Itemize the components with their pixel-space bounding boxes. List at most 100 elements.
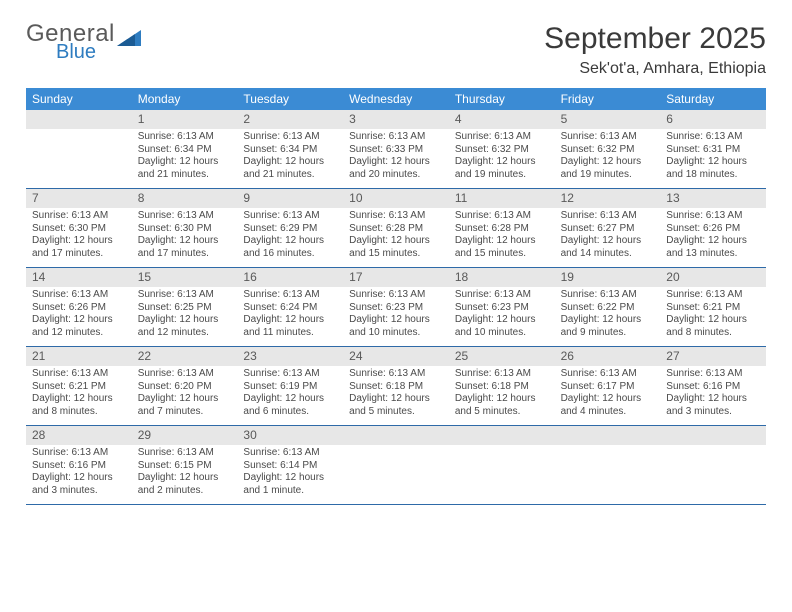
- day-body: Sunrise: 6:13 AMSunset: 6:29 PMDaylight:…: [237, 208, 343, 264]
- sunrise-text: Sunrise: 6:13 AM: [561, 368, 655, 381]
- sunset-text: Sunset: 6:22 PM: [561, 302, 655, 315]
- sunset-text: Sunset: 6:19 PM: [243, 381, 337, 394]
- day-number: [26, 110, 132, 129]
- calendar: SundayMondayTuesdayWednesdayThursdayFrid…: [26, 88, 766, 505]
- sunrise-text: Sunrise: 6:13 AM: [243, 210, 337, 223]
- sunrise-text: Sunrise: 6:13 AM: [349, 289, 443, 302]
- sunrise-text: Sunrise: 6:13 AM: [138, 131, 232, 144]
- sunrise-text: Sunrise: 6:13 AM: [138, 368, 232, 381]
- week-row: 21Sunrise: 6:13 AMSunset: 6:21 PMDayligh…: [26, 347, 766, 426]
- day-body: Sunrise: 6:13 AMSunset: 6:21 PMDaylight:…: [26, 366, 132, 422]
- daylight-text: Daylight: 12 hours and 17 minutes.: [32, 235, 126, 260]
- day-body: Sunrise: 6:13 AMSunset: 6:26 PMDaylight:…: [26, 287, 132, 343]
- daylight-text: Daylight: 12 hours and 8 minutes.: [32, 393, 126, 418]
- day-number: [343, 426, 449, 445]
- sunset-text: Sunset: 6:21 PM: [666, 302, 760, 315]
- sunrise-text: Sunrise: 6:13 AM: [455, 289, 549, 302]
- day-body: Sunrise: 6:13 AMSunset: 6:18 PMDaylight:…: [449, 366, 555, 422]
- day-body: Sunrise: 6:13 AMSunset: 6:22 PMDaylight:…: [555, 287, 661, 343]
- sunrise-text: Sunrise: 6:13 AM: [561, 289, 655, 302]
- day-body: Sunrise: 6:13 AMSunset: 6:20 PMDaylight:…: [132, 366, 238, 422]
- day-body: Sunrise: 6:13 AMSunset: 6:17 PMDaylight:…: [555, 366, 661, 422]
- sunset-text: Sunset: 6:18 PM: [455, 381, 549, 394]
- day-header-cell: Friday: [555, 88, 661, 110]
- sunset-text: Sunset: 6:24 PM: [243, 302, 337, 315]
- day-cell: 28Sunrise: 6:13 AMSunset: 6:16 PMDayligh…: [26, 426, 132, 504]
- day-body: Sunrise: 6:13 AMSunset: 6:25 PMDaylight:…: [132, 287, 238, 343]
- day-cell: [343, 426, 449, 504]
- logo: General Blue: [26, 22, 145, 62]
- day-body: Sunrise: 6:13 AMSunset: 6:30 PMDaylight:…: [132, 208, 238, 264]
- sunset-text: Sunset: 6:18 PM: [349, 381, 443, 394]
- daylight-text: Daylight: 12 hours and 21 minutes.: [243, 156, 337, 181]
- day-cell: 15Sunrise: 6:13 AMSunset: 6:25 PMDayligh…: [132, 268, 238, 346]
- sunrise-text: Sunrise: 6:13 AM: [455, 368, 549, 381]
- day-header-cell: Saturday: [660, 88, 766, 110]
- sunrise-text: Sunrise: 6:13 AM: [455, 210, 549, 223]
- week-row: 28Sunrise: 6:13 AMSunset: 6:16 PMDayligh…: [26, 426, 766, 505]
- daylight-text: Daylight: 12 hours and 8 minutes.: [666, 314, 760, 339]
- sunset-text: Sunset: 6:20 PM: [138, 381, 232, 394]
- sunrise-text: Sunrise: 6:13 AM: [243, 368, 337, 381]
- day-body: Sunrise: 6:13 AMSunset: 6:31 PMDaylight:…: [660, 129, 766, 185]
- day-body: Sunrise: 6:13 AMSunset: 6:28 PMDaylight:…: [343, 208, 449, 264]
- day-number: 26: [555, 347, 661, 366]
- day-header-cell: Tuesday: [237, 88, 343, 110]
- title-block: September 2025 Sek'ot'a, Amhara, Ethiopi…: [544, 22, 766, 78]
- day-cell: 20Sunrise: 6:13 AMSunset: 6:21 PMDayligh…: [660, 268, 766, 346]
- daylight-text: Daylight: 12 hours and 10 minutes.: [349, 314, 443, 339]
- day-cell: 14Sunrise: 6:13 AMSunset: 6:26 PMDayligh…: [26, 268, 132, 346]
- daylight-text: Daylight: 12 hours and 19 minutes.: [561, 156, 655, 181]
- daylight-text: Daylight: 12 hours and 3 minutes.: [666, 393, 760, 418]
- day-cell: 25Sunrise: 6:13 AMSunset: 6:18 PMDayligh…: [449, 347, 555, 425]
- sunset-text: Sunset: 6:32 PM: [561, 144, 655, 157]
- day-cell: 23 Sunrise: 6:13 AMSunset: 6:19 PMDayligh…: [237, 347, 343, 425]
- day-body: Sunrise: 6:13 AMSunset: 6:24 PMDaylight:…: [237, 287, 343, 343]
- day-number: 19: [555, 268, 661, 287]
- day-cell: 26Sunrise: 6:13 AMSunset: 6:17 PMDayligh…: [555, 347, 661, 425]
- day-cell: 22Sunrise: 6:13 AMSunset: 6:20 PMDayligh…: [132, 347, 238, 425]
- day-cell: [555, 426, 661, 504]
- day-number: 30: [237, 426, 343, 445]
- daylight-text: Daylight: 12 hours and 17 minutes.: [138, 235, 232, 260]
- sunrise-text: Sunrise: 6:13 AM: [243, 131, 337, 144]
- sunrise-text: Sunrise: 6:13 AM: [349, 368, 443, 381]
- day-body: Sunrise: 6:13 AMSunset: 6:16 PMDaylight:…: [26, 445, 132, 501]
- day-number: 20: [660, 268, 766, 287]
- header: General Blue September 2025 Sek'ot'a, Am…: [26, 22, 766, 78]
- day-body: Sunrise: 6:13 AMSunset: 6:33 PMDaylight:…: [343, 129, 449, 185]
- sunrise-text: Sunrise: 6:13 AM: [32, 210, 126, 223]
- day-cell: 8Sunrise: 6:13 AMSunset: 6:30 PMDaylight…: [132, 189, 238, 267]
- sunrise-text: Sunrise: 6:13 AM: [138, 289, 232, 302]
- daylight-text: Daylight: 12 hours and 3 minutes.: [32, 472, 126, 497]
- day-cell: 3Sunrise: 6:13 AMSunset: 6:33 PMDaylight…: [343, 110, 449, 188]
- day-cell: 10Sunrise: 6:13 AMSunset: 6:28 PMDayligh…: [343, 189, 449, 267]
- daylight-text: Daylight: 12 hours and 6 minutes.: [243, 393, 337, 418]
- day-number: 4: [449, 110, 555, 129]
- sunset-text: Sunset: 6:25 PM: [138, 302, 232, 315]
- daylight-text: Daylight: 12 hours and 11 minutes.: [243, 314, 337, 339]
- day-number: 16: [237, 268, 343, 287]
- day-header-cell: Sunday: [26, 88, 132, 110]
- sunrise-text: Sunrise: 6:13 AM: [243, 447, 337, 460]
- day-number: 23: [237, 347, 343, 366]
- day-cell: [26, 110, 132, 188]
- sunrise-text: Sunrise: 6:13 AM: [349, 131, 443, 144]
- day-number: 24: [343, 347, 449, 366]
- sunset-text: Sunset: 6:30 PM: [32, 223, 126, 236]
- day-number: 14: [26, 268, 132, 287]
- day-body: Sunrise: 6:13 AMSunset: 6:23 PMDaylight:…: [449, 287, 555, 343]
- logo-triangle-icon: [117, 28, 145, 53]
- sunset-text: Sunset: 6:33 PM: [349, 144, 443, 157]
- day-number: [449, 426, 555, 445]
- daylight-text: Daylight: 12 hours and 20 minutes.: [349, 156, 443, 181]
- day-number: 29: [132, 426, 238, 445]
- day-cell: 19Sunrise: 6:13 AMSunset: 6:22 PMDayligh…: [555, 268, 661, 346]
- day-header-cell: Thursday: [449, 88, 555, 110]
- daylight-text: Daylight: 12 hours and 12 minutes.: [32, 314, 126, 339]
- daylight-text: Daylight: 12 hours and 5 minutes.: [349, 393, 443, 418]
- sunset-text: Sunset: 6:15 PM: [138, 460, 232, 473]
- sunrise-text: Sunrise: 6:13 AM: [32, 289, 126, 302]
- day-cell: 5Sunrise: 6:13 AMSunset: 6:32 PMDaylight…: [555, 110, 661, 188]
- logo-blue-text: Blue: [56, 42, 115, 62]
